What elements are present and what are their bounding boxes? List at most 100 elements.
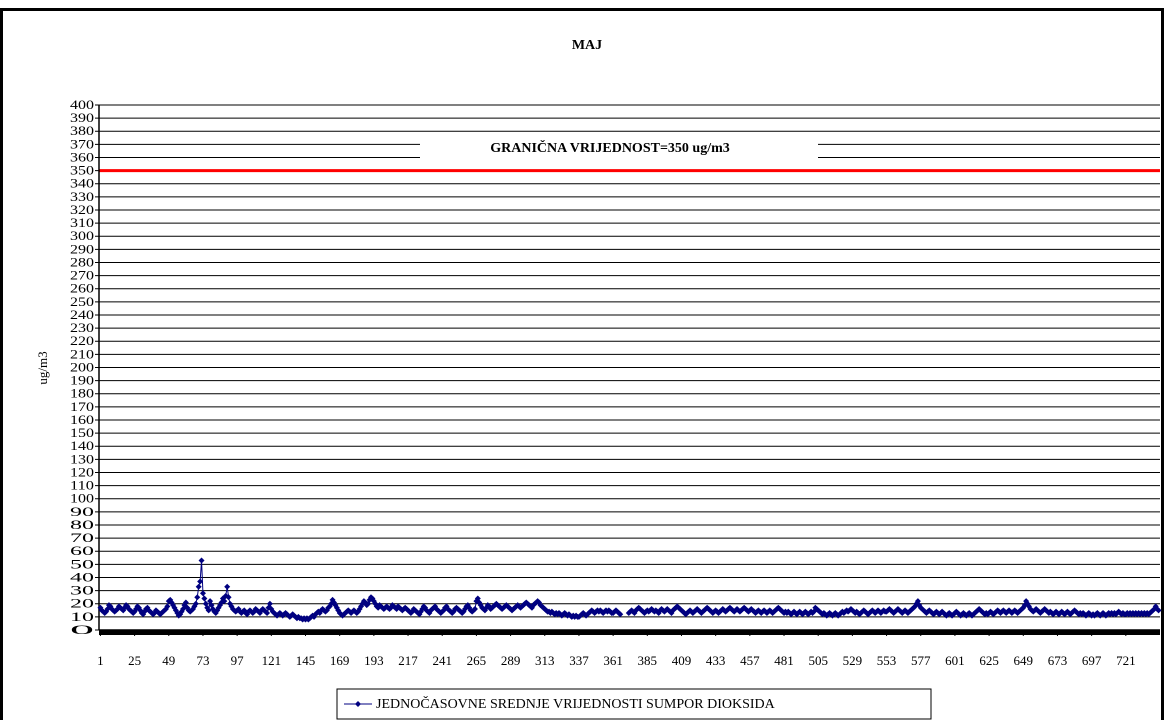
y-tick-label: 240 [70,307,94,322]
x-tick-label: 241 [432,653,452,668]
y-tick-label: 250 [70,294,94,309]
x-tick-label: 265 [467,653,487,668]
y-tick-label: 30 [70,583,94,598]
x-tick-label: 721 [1116,653,1136,668]
y-tick-label: 50 [70,556,94,571]
data-point [182,599,189,606]
y-tick-label: 270 [70,268,94,283]
data-point [1155,607,1162,614]
data-point [264,609,271,616]
x-tick-label: 1 [97,653,104,668]
legend-marker [355,701,361,707]
legend-label: JEDNOČASOVNE SREDNJE VRIJEDNOSTI SUMPOR … [376,695,776,712]
y-tick-label: 200 [70,359,94,374]
y-tick-label: 130 [70,451,94,466]
axes: 0102030405060708090100110120130140150160… [70,97,1160,668]
y-tick-label: 260 [70,281,94,296]
y-tick-label: 120 [70,464,94,479]
x-tick-label: 649 [1014,653,1034,668]
y-tick-label: 100 [70,491,94,506]
y-axis-label: ug/m3 [35,351,50,384]
y-tick-label: 340 [70,176,94,191]
y-tick-label: 280 [70,254,94,269]
y-tick-label: 390 [70,110,94,125]
x-tick-label: 193 [364,653,384,668]
chart-title: MAJ [572,38,602,53]
x-tick-label: 313 [535,653,555,668]
y-tick-label: 330 [70,189,94,204]
y-tick-label: 210 [70,346,94,361]
data-point [194,594,201,601]
y-tick-label: 400 [70,97,94,112]
data-point [198,557,205,564]
y-tick-label: 80 [70,517,94,532]
x-tick-label: 457 [740,653,760,668]
x-tick-label: 169 [330,653,350,668]
y-tick-label: 90 [70,504,94,519]
data-point [164,603,171,610]
y-tick-label: 70 [70,530,94,545]
data-point [266,600,273,607]
x-tick-label: 361 [603,653,623,668]
y-tick-label: 60 [70,543,94,558]
x-tick-label: 433 [706,653,726,668]
grid [99,104,1160,631]
limit-group: GRANIČNA VRIJEDNOST=350 ug/m3 [99,137,1160,173]
x-tick-label: 25 [128,653,141,668]
x-tick-label: 577 [911,653,931,668]
chart-frame [0,8,1164,720]
y-tick-label: 300 [70,228,94,243]
y-tick-label: 320 [70,202,94,217]
data-point [221,598,228,605]
x-tick-label: 289 [501,653,521,668]
x-tick-label: 697 [1082,653,1102,668]
x-tick-label: 385 [638,653,658,668]
x-tick-label: 553 [877,653,897,668]
limit-label-background [420,137,818,160]
x-tick-label: 73 [196,653,209,668]
x-tick-label: 145 [296,653,316,668]
x-tick-label: 121 [262,653,282,668]
x-tick-label: 673 [1048,653,1068,668]
y-tick-label: 140 [70,438,94,453]
x-tick-label: 625 [979,653,999,668]
legend-box [336,688,932,720]
y-tick-label: 360 [70,149,94,164]
x-tick-label: 337 [569,653,589,668]
data-point [197,578,204,585]
y-tick-label: 0 [70,622,94,637]
x-tick-label: 49 [162,653,175,668]
x-tick-label: 217 [398,653,418,668]
y-tick-label: 370 [70,136,94,151]
y-tick-label: 190 [70,373,94,388]
data-point [617,611,624,618]
data-point [199,590,206,597]
y-tick-label: 160 [70,412,94,427]
plot [97,557,1162,623]
y-tick-label: 150 [70,425,94,440]
x-tick-label: 601 [945,653,965,668]
x-tick-label: 529 [843,653,863,668]
y-tick-label: 290 [70,241,94,256]
data-point [224,583,231,590]
legend: JEDNOČASOVNE SREDNJE VRIJEDNOSTI SUMPOR … [336,688,932,720]
y-tick-label: 310 [70,215,94,230]
x-axis-tick-band [99,630,1160,635]
data-point [195,583,202,590]
y-tick-label: 20 [70,596,94,611]
y-tick-label: 180 [70,386,94,401]
data-point [201,595,208,602]
data-point [192,600,199,607]
y-tick-label: 380 [70,123,94,138]
y-tick-label: 170 [70,399,94,414]
data-point [471,606,478,612]
y-tick-label: 220 [70,333,94,348]
y-tick-label: 230 [70,320,94,335]
x-tick-label: 505 [808,653,828,668]
y-tick-label: 350 [70,163,94,178]
y-tick-label: 40 [70,569,94,584]
y-tick-label: 110 [70,478,94,493]
limit-label: GRANIČNA VRIJEDNOST=350 ug/m3 [490,139,730,156]
x-tick-label: 481 [774,653,794,668]
